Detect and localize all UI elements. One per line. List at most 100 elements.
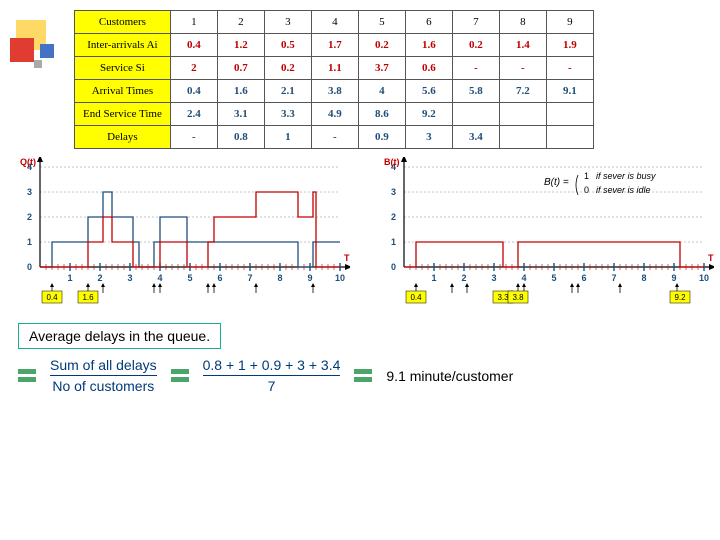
cell: 0.7 (217, 57, 264, 80)
logo-graphic (10, 20, 70, 80)
cell: 0.2 (452, 34, 499, 57)
cell: 4 (358, 80, 405, 103)
svg-text:0: 0 (584, 185, 589, 195)
row-header: Service Si (75, 57, 171, 80)
cell: 0.2 (264, 57, 311, 80)
data-table: Customers123456789Inter-arrivals Ai0.41.… (74, 10, 594, 149)
svg-text:Q(t): Q(t) (20, 157, 36, 167)
svg-text:3: 3 (491, 273, 496, 283)
cell: 2.4 (170, 103, 217, 126)
cell: 4 (311, 11, 358, 34)
cell: 9.2 (405, 103, 452, 126)
frac2-den: 7 (268, 378, 276, 394)
cell: 8 (499, 11, 546, 34)
svg-text:0: 0 (391, 262, 396, 272)
svg-text:4: 4 (521, 273, 526, 283)
cell: 3 (264, 11, 311, 34)
svg-text:7: 7 (247, 273, 252, 283)
cell: 3.7 (358, 57, 405, 80)
row-header: Arrival Times (75, 80, 171, 103)
cell: 4.9 (311, 103, 358, 126)
result: 9.1 minute/customer (386, 368, 513, 384)
cell: 1.9 (546, 34, 593, 57)
cell: 1.6 (217, 80, 264, 103)
chart-b: 01234B(t)T123456789100.43.33.89.2B(t) =1… (374, 157, 720, 311)
chart-q: 01234Q(t)T123456789100.41.6 (10, 157, 366, 311)
svg-text:T: T (344, 253, 350, 263)
cell: 5.8 (452, 80, 499, 103)
svg-text:5: 5 (187, 273, 192, 283)
cell: 3.1 (217, 103, 264, 126)
cell (452, 103, 499, 126)
svg-text:9: 9 (307, 273, 312, 283)
svg-text:8: 8 (641, 273, 646, 283)
svg-text:1: 1 (584, 171, 589, 181)
cell: 0.4 (170, 80, 217, 103)
cell: 1.7 (311, 34, 358, 57)
svg-text:0: 0 (27, 262, 32, 272)
cell: 7.2 (499, 80, 546, 103)
caption: Average delays in the queue. (18, 323, 221, 349)
cell: 0.6 (405, 57, 452, 80)
svg-text:T: T (708, 253, 714, 263)
cell: 3 (405, 126, 452, 149)
cell: 0.5 (264, 34, 311, 57)
cell (499, 103, 546, 126)
cell (546, 103, 593, 126)
cell: 1.1 (311, 57, 358, 80)
svg-text:1: 1 (27, 237, 32, 247)
row-header: Inter-arrivals Ai (75, 34, 171, 57)
cell: 6 (405, 11, 452, 34)
cell: 1.4 (499, 34, 546, 57)
svg-text:9: 9 (671, 273, 676, 283)
svg-text:10: 10 (335, 273, 345, 283)
cell: 3.4 (452, 126, 499, 149)
svg-text:6: 6 (581, 273, 586, 283)
svg-text:2: 2 (461, 273, 466, 283)
svg-text:if sever is idle: if sever is idle (596, 185, 651, 195)
svg-text:3.3: 3.3 (497, 293, 509, 302)
svg-text:3: 3 (27, 187, 32, 197)
svg-text:3.8: 3.8 (512, 293, 524, 302)
cell: - (546, 57, 593, 80)
cell: 1.2 (217, 34, 264, 57)
equals-icon (18, 369, 36, 382)
cell: - (170, 126, 217, 149)
row-header: Customers (75, 11, 171, 34)
cell: 0.2 (358, 34, 405, 57)
cell: 2 (217, 11, 264, 34)
frac2-num: 0.8 + 1 + 0.9 + 3 + 3.4 (203, 357, 341, 373)
svg-text:4: 4 (157, 273, 162, 283)
fraction-1: Sum of all delays No of customers (50, 357, 157, 394)
cell: - (499, 57, 546, 80)
cell: 2 (170, 57, 217, 80)
cell: 7 (452, 11, 499, 34)
svg-text:10: 10 (699, 273, 709, 283)
svg-text:B(t) =: B(t) = (544, 177, 569, 188)
cell (546, 126, 593, 149)
svg-text:5: 5 (551, 273, 556, 283)
svg-text:0.4: 0.4 (410, 293, 422, 302)
svg-text:if sever is busy: if sever is busy (596, 171, 656, 181)
cell: 0.9 (358, 126, 405, 149)
cell: 3.3 (264, 103, 311, 126)
svg-text:2: 2 (97, 273, 102, 283)
cell (499, 126, 546, 149)
svg-text:9.2: 9.2 (674, 293, 686, 302)
cell: 0.4 (170, 34, 217, 57)
cell: 3.8 (311, 80, 358, 103)
row-header: End Service Time (75, 103, 171, 126)
svg-text:2: 2 (391, 212, 396, 222)
svg-text:0.4: 0.4 (46, 293, 58, 302)
cell: 9 (546, 11, 593, 34)
cell: - (311, 126, 358, 149)
svg-text:2: 2 (27, 212, 32, 222)
svg-text:8: 8 (277, 273, 282, 283)
cell: 5.6 (405, 80, 452, 103)
svg-text:B(t): B(t) (384, 157, 400, 167)
svg-text:6: 6 (217, 273, 222, 283)
cell: 9.1 (546, 80, 593, 103)
cell: 2.1 (264, 80, 311, 103)
cell: 5 (358, 11, 405, 34)
svg-text:3: 3 (127, 273, 132, 283)
